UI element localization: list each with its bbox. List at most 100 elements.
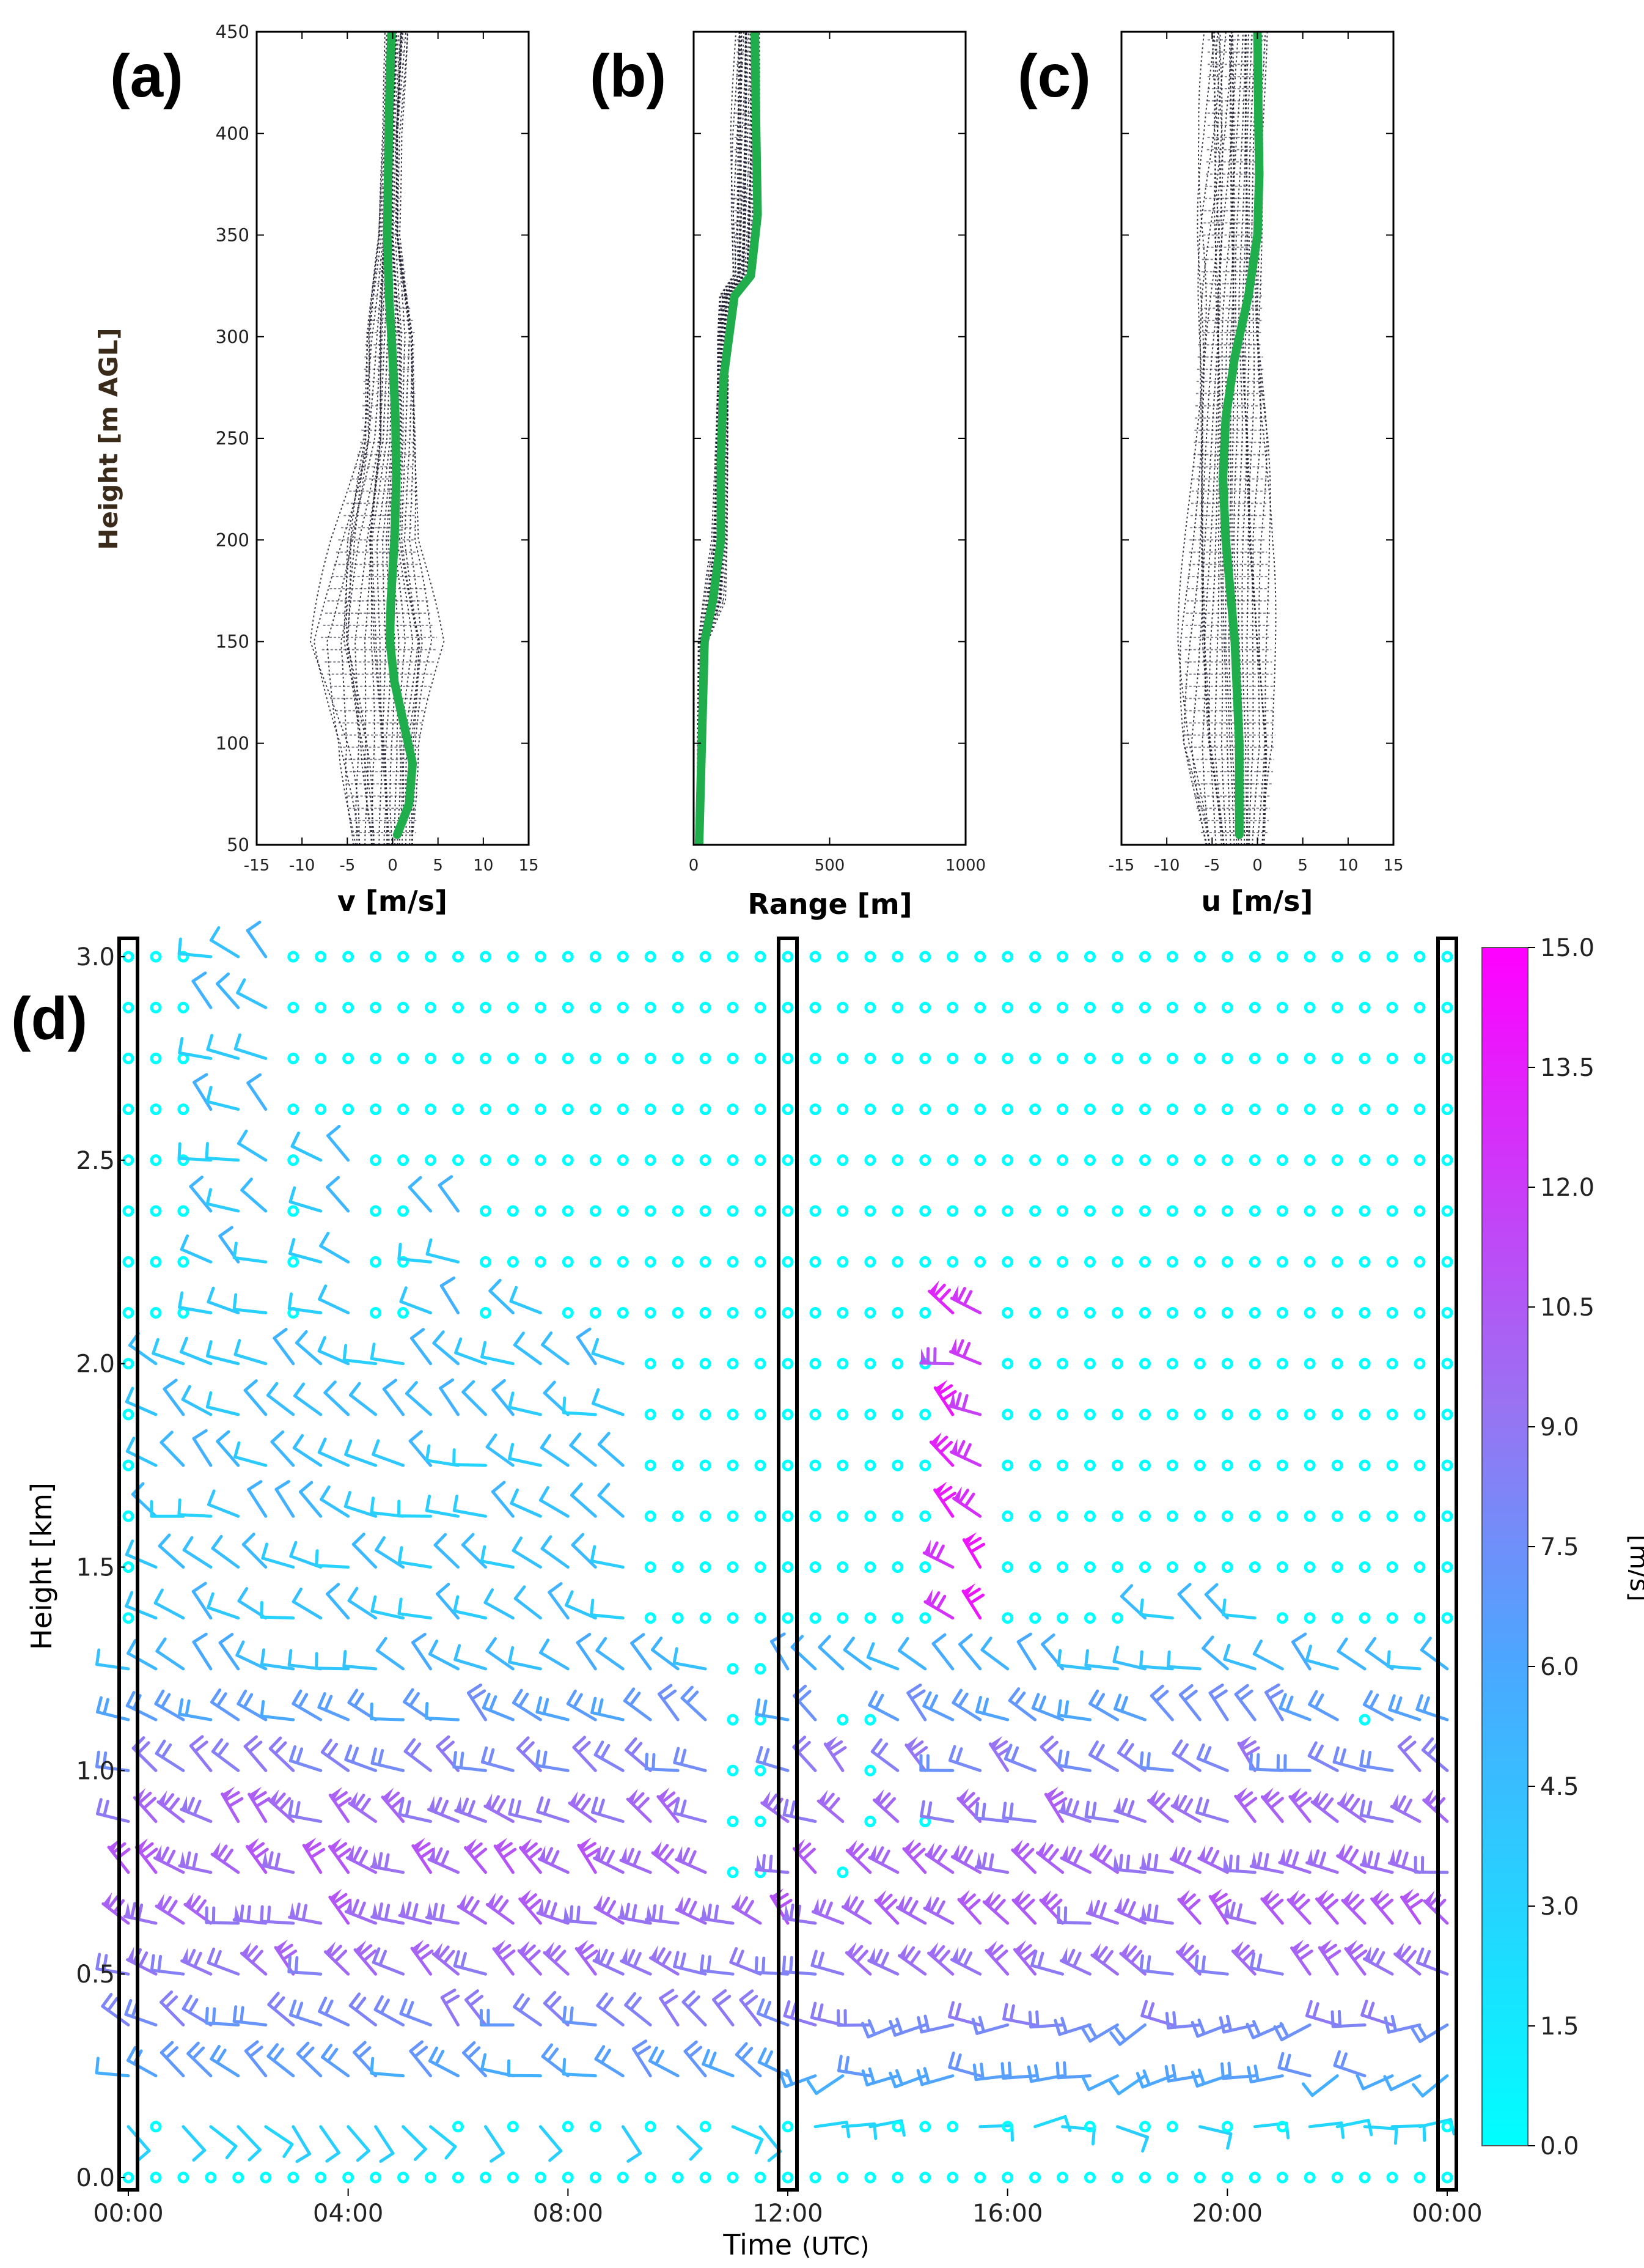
barb-staff [1118, 2023, 1147, 2046]
barb-flag [630, 1633, 645, 1645]
barb-flag [292, 1689, 303, 1706]
wind-barb [178, 1851, 213, 1874]
barb-flag [211, 1738, 224, 1753]
barb-staff [192, 1437, 213, 1467]
barb-flag [459, 1751, 464, 1770]
calm-marker [150, 1256, 162, 1268]
barb-flag [436, 1583, 450, 1596]
barb-staff [509, 1300, 542, 1314]
barb-staff [292, 1702, 323, 1721]
wind-barb [207, 1489, 240, 1518]
panel-b: (b) 0 500 1000 Range [m] [590, 31, 986, 921]
calm-marker [342, 1001, 354, 1014]
barb-flag [469, 1995, 483, 2007]
barb-flag [626, 1949, 636, 1966]
calm-marker [1276, 1459, 1288, 1471]
calm-marker [1276, 1358, 1288, 1370]
wind-barb [402, 2125, 427, 2161]
wind-barb [1260, 1788, 1284, 1823]
barb-staff [126, 1958, 158, 1976]
barb-staff [492, 1947, 515, 1976]
wind-barb [210, 1842, 240, 1874]
wind-barb [872, 1789, 900, 1823]
barb-staff [205, 1157, 240, 1162]
wind-barb [260, 1905, 295, 1925]
calm-marker [727, 1205, 739, 1217]
barb-staff [1420, 1648, 1449, 1671]
barb-pennant [1401, 1888, 1414, 1902]
barb-flag [1362, 1690, 1373, 1706]
calm-marker [562, 1154, 574, 1166]
wind-barb [326, 1176, 350, 1213]
calm-marker [754, 1764, 766, 1776]
barb-flag [636, 2045, 651, 2056]
barb-flag [956, 1440, 966, 1457]
wind-barb [982, 1891, 1010, 1925]
barb-staff [952, 1701, 982, 1721]
barb-staff [1418, 2118, 1453, 2129]
barb-flag [584, 1847, 600, 1859]
barb-staff [897, 1954, 927, 1976]
wind-barb [1147, 1789, 1174, 1823]
barb-flag [576, 1905, 581, 1924]
wind-barb [1088, 1740, 1119, 1772]
barb-flag [246, 1073, 262, 1084]
wind-barb [205, 1086, 240, 1111]
barb-staff [351, 1542, 378, 1569]
calm-marker [1084, 2171, 1096, 2184]
wind-barb [237, 1129, 268, 1162]
barb-flag [629, 1692, 641, 1707]
wind-barb [845, 1839, 872, 1874]
barb-pennant [949, 1391, 956, 1408]
wind-barb [348, 1382, 378, 1416]
barb-flag [763, 2000, 772, 2018]
barb-flag [1384, 2016, 1390, 2034]
barb-flag [411, 1632, 427, 1644]
individual-profile [1236, 32, 1247, 845]
barb-flag [988, 1894, 1001, 1909]
barb-flag [209, 926, 221, 942]
x-tick-label: 08:00 [533, 2200, 603, 2228]
barb-flag [1016, 1893, 1030, 1907]
wind-barb [590, 1599, 625, 1620]
calm-marker [1166, 2121, 1178, 2133]
barb-staff [181, 1397, 213, 1416]
wind-barb [958, 1633, 982, 1671]
wind-barb [645, 1904, 680, 1925]
barb-staff [508, 1813, 542, 1823]
calm-marker [315, 951, 327, 963]
barb-staff [153, 1601, 185, 1620]
calm-marker [1276, 1307, 1288, 1319]
calm-marker [864, 2171, 876, 2184]
barb-flag [739, 1989, 754, 2001]
calm-marker [672, 1103, 684, 1116]
calm-marker [1304, 1358, 1316, 1370]
colorbar-tick-label: 1.5 [1540, 2012, 1579, 2041]
barb-flag [680, 1685, 694, 1700]
wind-barb [315, 1652, 350, 1671]
calm-marker [480, 1052, 491, 1064]
calm-marker [699, 1052, 711, 1064]
calm-marker [480, 1001, 491, 1014]
wind-barb [128, 1331, 158, 1366]
barb-flag [192, 1632, 208, 1644]
calm-marker [809, 1103, 821, 1116]
wind-barb [429, 2125, 457, 2160]
barb-flag [1332, 1746, 1340, 1764]
calm-marker [1002, 1103, 1014, 1116]
wind-barb [1344, 1940, 1368, 1976]
calm-marker [287, 951, 299, 963]
barb-staff [566, 1702, 597, 1721]
barb-staff [1252, 1652, 1284, 1671]
wind-barb [591, 1338, 625, 1366]
wind-barb [923, 1895, 955, 1925]
barb-staff [205, 1202, 240, 1213]
y-tick-label: 50 [227, 834, 249, 855]
calm-marker [864, 1205, 876, 1217]
wind-barb [205, 2006, 240, 2027]
barb-flag [142, 1797, 156, 1810]
calm-marker [782, 1103, 794, 1116]
calm-marker [122, 1408, 134, 1421]
barb-flag [1396, 1795, 1406, 1811]
ticks-b: 0 500 1000 [689, 31, 986, 875]
